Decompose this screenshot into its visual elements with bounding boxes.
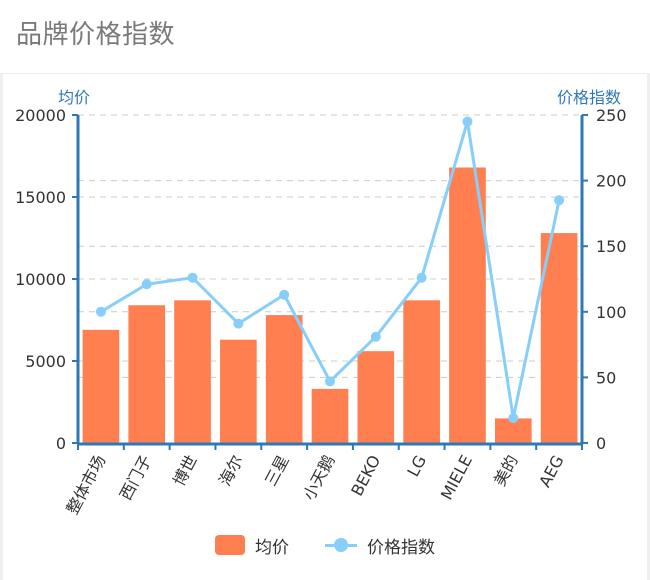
legend-item-avg-price[interactable]: 均价 xyxy=(215,533,289,558)
bar-10[interactable] xyxy=(540,233,578,443)
bar-0[interactable] xyxy=(82,329,120,443)
price-index-line xyxy=(100,120,561,420)
line-point-7[interactable] xyxy=(416,272,427,283)
line-point-6[interactable] xyxy=(370,331,381,342)
x-category-label: 美的 xyxy=(490,452,522,489)
x-category-label: LG xyxy=(403,452,430,480)
line-point-9[interactable] xyxy=(508,413,519,424)
bar-2[interactable] xyxy=(174,300,211,443)
x-category-label: 博世 xyxy=(169,452,201,489)
y-tick-label-left: 0 xyxy=(56,434,66,453)
x-category-label: 西门子 xyxy=(116,452,155,503)
bar-1[interactable] xyxy=(128,305,166,443)
legend-item-price-index[interactable]: 价格指数 xyxy=(325,533,435,558)
y-tick-label-left: 10000 xyxy=(15,270,66,289)
line-point-10[interactable] xyxy=(554,195,565,206)
y-axis-title-left: 均价 xyxy=(58,88,90,107)
x-category-label: BEKO xyxy=(347,452,384,499)
y-tick-label-left: 5000 xyxy=(25,352,66,371)
x-category-label: 三星 xyxy=(261,452,293,489)
x-category-label: 小天鹅 xyxy=(299,452,338,503)
line-point-4[interactable] xyxy=(279,289,290,300)
y-tick-label-right: 50 xyxy=(596,368,616,387)
x-category-label: 整体市场 xyxy=(63,452,110,517)
right-frame xyxy=(647,73,650,580)
title-divider xyxy=(0,73,650,74)
bar-swatch-icon xyxy=(215,535,245,555)
legend[interactable]: 均价 价格指数 xyxy=(0,530,650,560)
bar-3[interactable] xyxy=(220,339,257,443)
line-point-0[interactable] xyxy=(95,306,106,317)
bar-8[interactable] xyxy=(449,167,486,444)
legend-label-avg-price: 均价 xyxy=(255,537,289,558)
x-category-label: 海尔 xyxy=(215,452,247,489)
y-tick-label-left: 15000 xyxy=(15,188,66,207)
line-point-2[interactable] xyxy=(187,272,198,283)
x-category-label: AEG xyxy=(535,452,567,490)
y-tick-label-right: 100 xyxy=(596,303,627,322)
y-tick-label-right: 150 xyxy=(596,237,627,256)
combo-chart: 0 5000 10000 15000 20000 0 50 100 150 200 250 整体市场西… xyxy=(15,88,627,517)
line-swatch-icon xyxy=(325,535,357,555)
y-tick-label-right: 200 xyxy=(596,172,627,191)
bar-6[interactable] xyxy=(357,351,395,443)
line-point-3[interactable] xyxy=(233,318,244,329)
line-point-1[interactable] xyxy=(141,279,152,290)
line-point-8[interactable] xyxy=(462,116,473,127)
chart-title: 品牌价格指数 xyxy=(16,20,176,50)
bar-7[interactable] xyxy=(403,300,440,443)
bar-4[interactable] xyxy=(265,315,303,443)
y-tick-label-right: 0 xyxy=(596,434,606,453)
y-tick-label-left: 20000 xyxy=(15,106,66,125)
left-frame xyxy=(0,73,3,580)
y-axis-title-right: 价格指数 xyxy=(557,88,621,107)
legend-label-price-index: 价格指数 xyxy=(367,537,435,558)
line-point-5[interactable] xyxy=(325,376,335,387)
y-tick-label-right: 250 xyxy=(596,106,627,125)
bar-5[interactable] xyxy=(311,388,349,443)
x-category-label: MIELE xyxy=(437,452,476,503)
